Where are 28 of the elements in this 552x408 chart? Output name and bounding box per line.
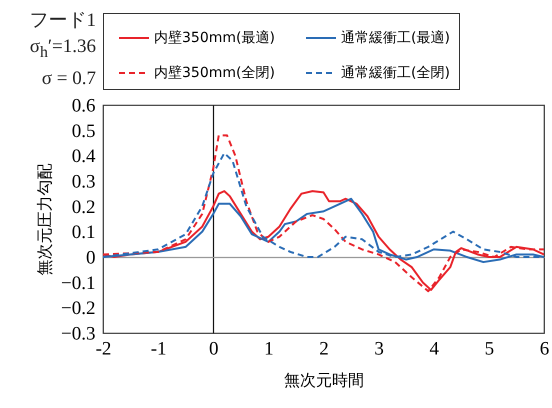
x-tick-label: 6: [540, 338, 550, 360]
y-tick-label: 0: [86, 248, 96, 268]
legend-label: 内壁350mm(最適): [154, 30, 275, 46]
x-tick-label: -1: [150, 338, 167, 360]
text: σ$_{h}$′=1.36: [28, 35, 96, 63]
y-tick-label: 0.4: [72, 146, 96, 168]
x-tick-label: 2: [319, 338, 329, 360]
legend-label: 通常緩衝工(最適): [341, 30, 450, 46]
y-tick-label: 0.1: [72, 222, 96, 244]
x-axis-title: 無次元時間: [284, 370, 364, 390]
y-tick-label: 0.2: [72, 196, 96, 218]
y-tick-label: 0.6: [72, 96, 96, 116]
y-tick-label: −0.1: [61, 272, 96, 294]
y-tick-label: 0.3: [72, 172, 96, 192]
legend-label: 通常緩衝工(全閉): [341, 65, 450, 81]
x-tick-label: 5: [484, 338, 494, 360]
y-tick-label: −0.3: [61, 324, 96, 344]
legend-label: 内壁350mm(全閉): [154, 65, 275, 81]
text: σ = 0.7: [40, 66, 96, 91]
y-tick-label: −0.2: [61, 298, 96, 320]
y-axis-title: 無次元圧力勾配: [35, 164, 54, 276]
x-tick-label: 0: [209, 338, 218, 360]
y-tick-label: 0.5: [72, 120, 96, 142]
x-tick-label: -2: [96, 338, 112, 360]
text: フード1: [28, 9, 96, 33]
x-tick-label: 3: [374, 338, 384, 360]
x-tick-label: 1: [264, 338, 274, 360]
x-tick-label: 4: [430, 338, 440, 360]
